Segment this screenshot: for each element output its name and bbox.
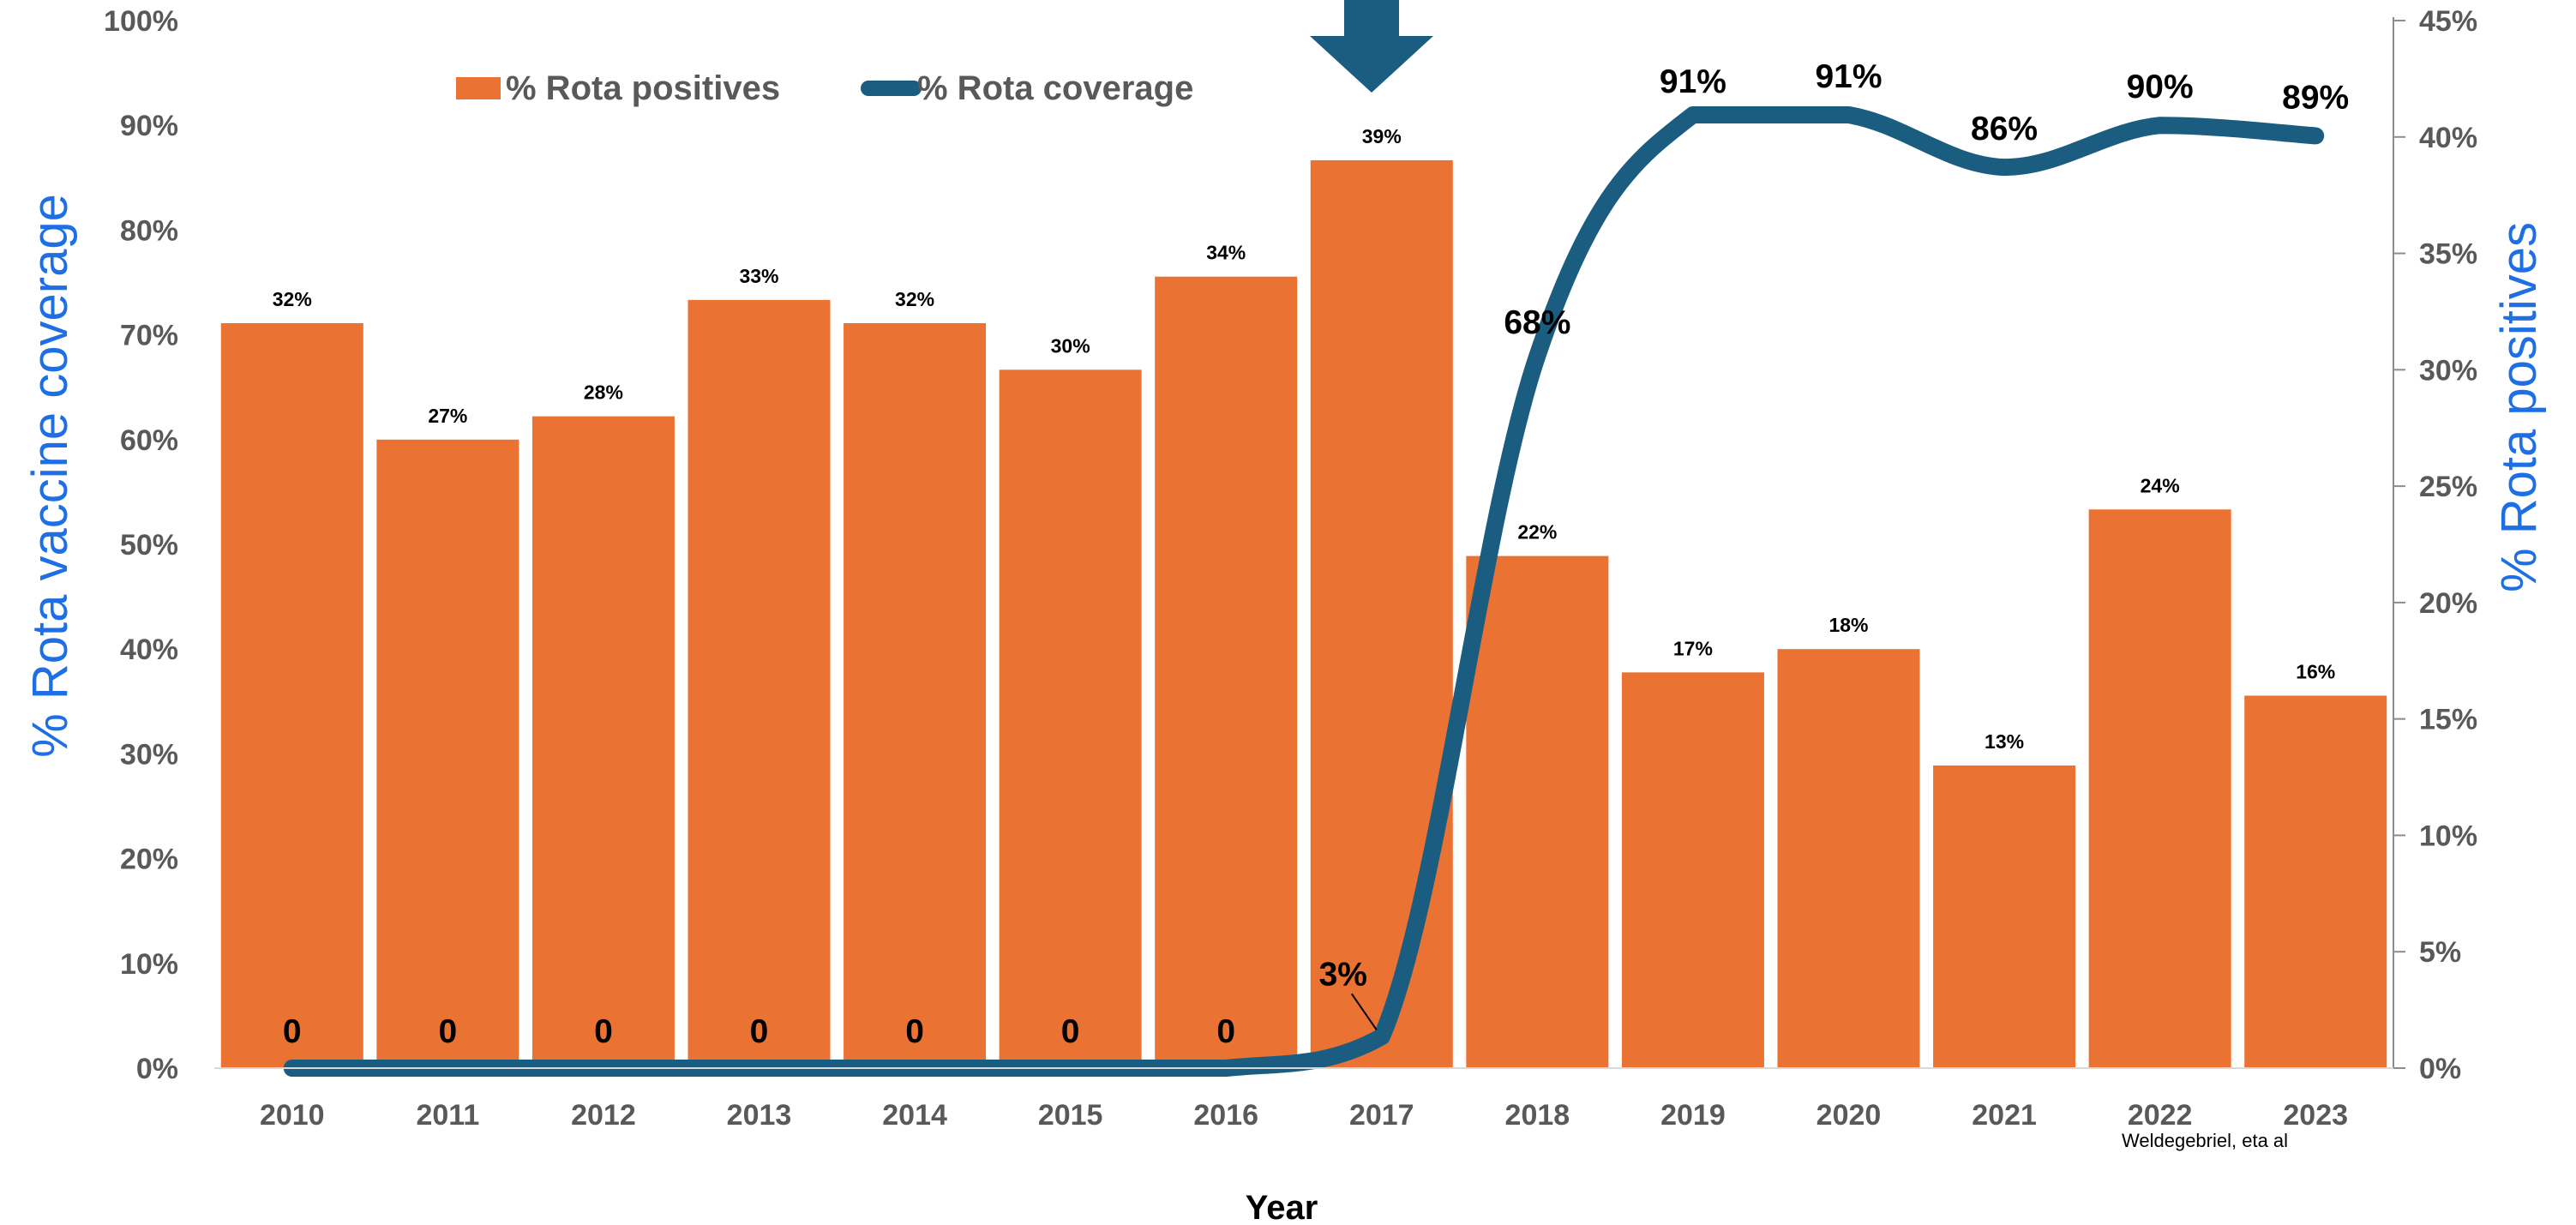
x-tick-label: 2020 — [1816, 1099, 1882, 1132]
line-label: 0 — [594, 1013, 613, 1050]
bar-label: 32% — [895, 288, 934, 310]
line-label: 91% — [1815, 58, 1882, 95]
bar — [220, 323, 363, 1068]
right-axis-title: % Rota positives — [2491, 222, 2547, 592]
bar-label: 16% — [2296, 661, 2335, 683]
bar-label: 33% — [739, 265, 778, 287]
x-tick-label: 2023 — [2283, 1099, 2348, 1132]
x-tick-label: 2014 — [882, 1099, 947, 1132]
x-tick-label: 2018 — [1505, 1099, 1570, 1132]
credit: Weldegebriel, eta al — [2122, 1130, 2288, 1151]
right-tick-label: 45% — [2419, 5, 2477, 38]
bar-label: 34% — [1206, 242, 1246, 264]
legend: % Rota positives % Rota coverage — [456, 69, 1193, 107]
line-label: 90% — [2127, 69, 2194, 105]
bar-label: 17% — [1673, 637, 1713, 659]
x-axis: 2010 2011 2012 2013 2014 2015 2016 2017 2018 2019… — [214, 1067, 2393, 1132]
left-tick-label: 50% — [120, 529, 178, 561]
right-tick-label: 10% — [2419, 820, 2477, 852]
line-label: 86% — [1971, 111, 2038, 147]
bar — [688, 299, 831, 1068]
bar — [2244, 695, 2387, 1068]
line-label: 0 — [283, 1013, 302, 1050]
right-tick-label: 20% — [2419, 587, 2477, 620]
bar — [2088, 509, 2231, 1068]
line-label: 0 — [750, 1013, 769, 1050]
right-y-axis: 0% 5% 10% 15% 20% 25% 30% 35% 40% 45% — [2393, 5, 2477, 1085]
right-tick-label: 0% — [2419, 1053, 2461, 1085]
left-tick-label: 10% — [120, 948, 178, 981]
bar-label: 39% — [1362, 125, 1402, 147]
line-label: 0 — [439, 1013, 458, 1050]
line-label: 0 — [905, 1013, 924, 1050]
right-tick-label: 40% — [2419, 122, 2477, 154]
right-tick-label: 25% — [2419, 471, 2477, 503]
line-label: 89% — [2282, 79, 2349, 116]
bar-labels: 32% 27% 28% 33% 32% 30% 34% 39% 22% 17% 18% 13% 24% 1… — [273, 125, 2335, 753]
bar — [531, 416, 675, 1069]
legend-bar-swatch — [456, 77, 501, 99]
x-axis-title: Year — [1246, 1189, 1318, 1225]
bar — [1466, 555, 1609, 1068]
bar — [1621, 672, 1764, 1068]
bar — [1777, 649, 1920, 1068]
line-labels: 0 0 0 0 0 0 0 3% 68% 91% 91% 86% 90% 89% — [283, 58, 2349, 1050]
bar — [1155, 276, 1298, 1068]
bar — [1310, 159, 1453, 1068]
left-tick-label: 90% — [120, 110, 178, 142]
x-tick-label: 2015 — [1038, 1099, 1103, 1132]
x-tick-label: 2011 — [416, 1099, 479, 1132]
right-tick-label: 35% — [2419, 238, 2477, 271]
x-tick-label: 2019 — [1660, 1099, 1726, 1132]
left-tick-label: 60% — [120, 424, 178, 457]
bar-label: 32% — [273, 288, 312, 310]
bar-label: 22% — [1517, 521, 1557, 543]
x-tick-label: 2010 — [260, 1099, 325, 1132]
bar — [844, 323, 987, 1068]
line-label: 0 — [1061, 1013, 1080, 1050]
bars — [220, 159, 2387, 1069]
right-tick-label: 30% — [2419, 354, 2477, 387]
leader-line — [1350, 993, 1378, 1030]
left-tick-label: 0% — [136, 1053, 178, 1085]
bar-label: 27% — [428, 405, 467, 427]
bar-label: 28% — [584, 381, 623, 404]
line-label: 0 — [1216, 1013, 1235, 1050]
bar — [1933, 765, 2076, 1068]
line-label: 68% — [1504, 304, 1570, 341]
bar-label: 18% — [1828, 614, 1868, 636]
x-tick-label: 2016 — [1193, 1099, 1258, 1132]
right-tick-label: 5% — [2419, 936, 2461, 969]
line-label: 91% — [1660, 63, 1726, 100]
right-tick-label: 15% — [2419, 704, 2477, 736]
x-tick-label: 2021 — [1972, 1099, 2037, 1132]
down-arrow-icon — [1310, 0, 1433, 93]
x-tick-label: 2017 — [1349, 1099, 1414, 1132]
legend-line-label: % Rota coverage — [917, 69, 1193, 107]
left-tick-label: 30% — [120, 738, 178, 771]
left-tick-label: 70% — [120, 320, 178, 352]
x-tick-label: 2013 — [727, 1099, 792, 1132]
bar-label: 13% — [1985, 730, 2024, 753]
bar-label: 30% — [1051, 334, 1090, 357]
left-y-axis: 0% 10% 20% 30% 40% 50% 60% 70% 80% 90% 100% — [104, 5, 178, 1085]
bar-label: 24% — [2141, 474, 2180, 496]
left-tick-label: 40% — [120, 634, 178, 666]
left-axis-title: % Rota vaccine coverage — [22, 194, 78, 758]
bar — [999, 369, 1142, 1068]
line-label: 3% — [1319, 956, 1367, 993]
x-tick-label: 2012 — [571, 1099, 636, 1132]
left-tick-label: 80% — [120, 214, 178, 247]
left-tick-label: 100% — [104, 5, 178, 38]
bar — [376, 439, 519, 1068]
x-tick-label: 2022 — [2128, 1099, 2193, 1132]
legend-bar-label: % Rota positives — [506, 69, 780, 107]
left-tick-label: 20% — [120, 844, 178, 876]
